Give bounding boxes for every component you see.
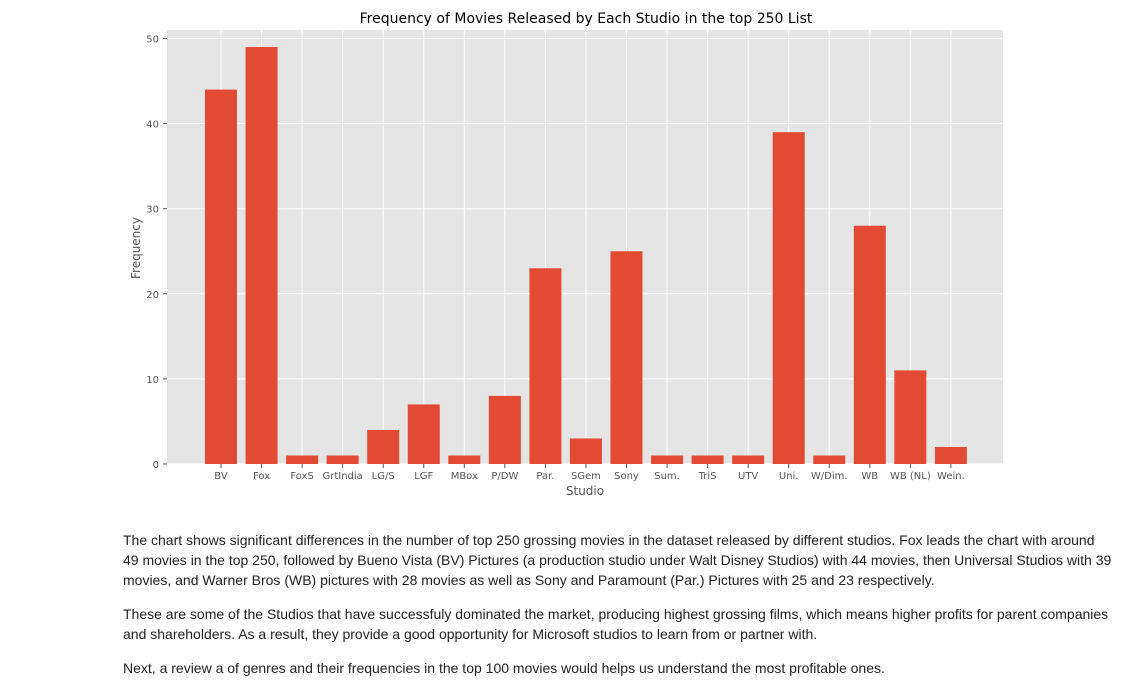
bar-tris (691, 455, 724, 464)
x-axis-ticks: BV Fox FoxS GrtIndia LG/S LGF MBox P/DW Par. SGem… (214, 464, 965, 482)
x-tick-label: LG/S (372, 471, 395, 482)
y-tick-label: 40 (146, 120, 159, 131)
x-tick-label: WB (NL) (890, 471, 931, 482)
bar-sony (610, 251, 643, 464)
x-tick-label: W/Dim. (811, 471, 848, 482)
bar-wein (934, 446, 967, 464)
x-tick-label: Sony (614, 471, 639, 482)
bar-wb (853, 225, 886, 464)
bar-sum (651, 455, 684, 464)
bar-par (529, 268, 562, 464)
x-tick-label: WB (861, 471, 878, 482)
x-tick-label: Wein. (937, 471, 965, 482)
bar-uni (772, 132, 805, 464)
bar-lg-s (367, 429, 400, 464)
y-tick-label: 50 (146, 35, 159, 46)
bar-w-dim (813, 455, 846, 464)
x-tick-label: GrtIndia (322, 471, 362, 482)
x-tick-label: Sum. (654, 471, 680, 482)
x-tick-label: P/DW (491, 471, 518, 482)
chart-title: Frequency of Movies Released by Each Stu… (360, 11, 813, 27)
x-tick-label: Par. (536, 471, 554, 482)
bar-bv (205, 89, 237, 464)
bar-mbox (448, 455, 481, 464)
x-tick-label: MBox (451, 471, 478, 482)
paragraph-summary: The chart shows significant differences … (123, 532, 1112, 588)
x-tick-label: SGem (571, 471, 601, 482)
bar-wb-nl (894, 370, 927, 464)
y-axis-label: Frequency (129, 217, 143, 279)
y-tick-label: 30 (146, 205, 159, 216)
paragraph-implications: These are some of the Studios that have … (123, 606, 1109, 642)
y-tick-label: 0 (153, 460, 159, 471)
bar-fox (245, 47, 278, 465)
analysis-text: The chart shows significant differences … (123, 530, 1113, 692)
x-tick-label: BV (214, 471, 228, 482)
y-tick-label: 20 (146, 290, 159, 301)
y-axis-ticks: 0 10 20 30 40 50 (146, 35, 167, 471)
x-tick-label: UTV (738, 471, 758, 482)
bar-foxs (286, 455, 319, 464)
x-axis-label: Studio (566, 484, 604, 498)
grid-lines (167, 30, 1003, 465)
bar-lgf (407, 404, 440, 464)
bar-chart: Frequency of Movies Released by Each Stu… (129, 11, 1003, 498)
x-tick-label: LGF (414, 471, 433, 482)
y-tick-label: 10 (146, 375, 159, 386)
paragraph-next-steps: Next, a review a of genres and their fre… (123, 660, 885, 676)
x-tick-label: TriS (698, 471, 717, 482)
bar-p-dw (488, 395, 521, 464)
bars (205, 47, 967, 465)
bar-grtindia (326, 455, 359, 464)
x-tick-label: FoxS (290, 471, 313, 482)
bar-utv (732, 455, 765, 464)
x-tick-label: Fox (253, 471, 270, 482)
bar-sgem (569, 438, 602, 464)
x-tick-label: Uni. (779, 471, 799, 482)
